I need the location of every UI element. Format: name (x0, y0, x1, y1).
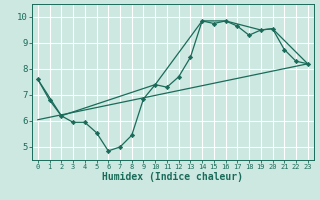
X-axis label: Humidex (Indice chaleur): Humidex (Indice chaleur) (102, 172, 243, 182)
